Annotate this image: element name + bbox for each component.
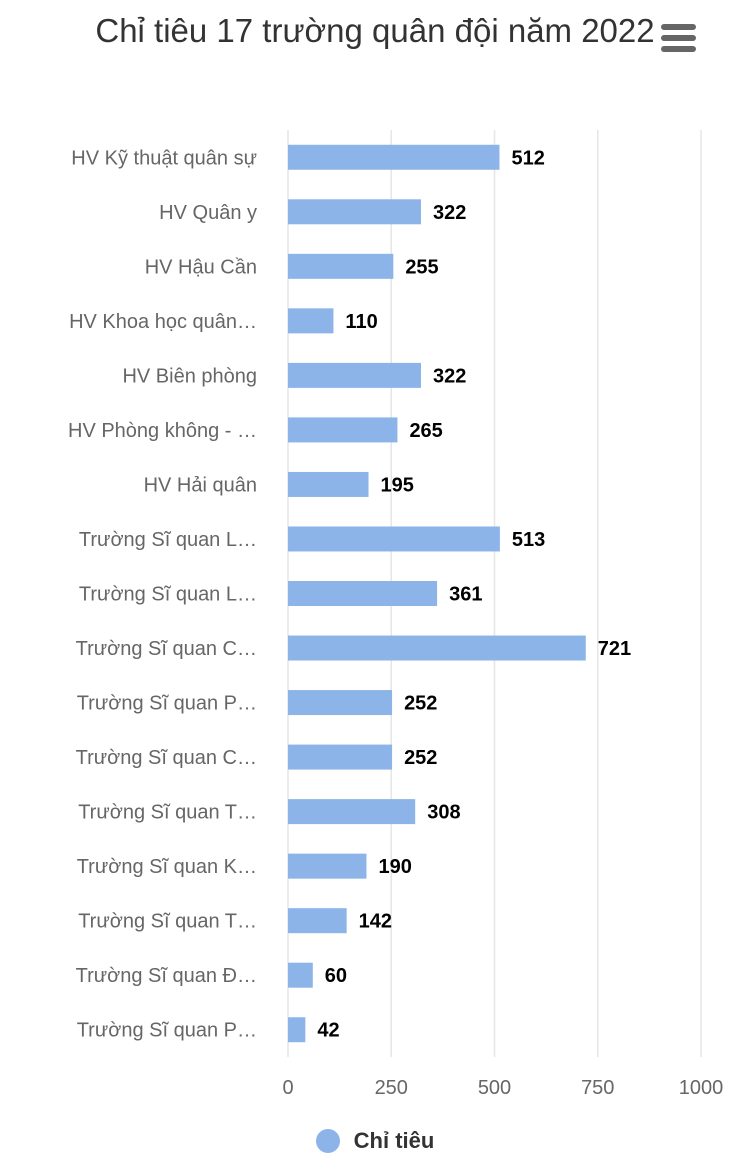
bar <box>288 853 367 879</box>
category-label: HV Quân y <box>159 202 257 224</box>
category-label: Trường Sĩ quan T… <box>78 802 257 824</box>
data-label: 308 <box>427 802 460 824</box>
bar-chart: 0 250 500 750 1000 HV Kỹ thuật quân sự 512 HV Q… <box>68 130 724 1099</box>
x-tick-label: 0 <box>282 1077 293 1099</box>
category-label: HV Phòng không - … <box>68 420 257 442</box>
bar <box>288 362 421 388</box>
data-label: 60 <box>325 965 347 987</box>
data-label: 512 <box>511 147 544 169</box>
bar <box>288 1017 306 1043</box>
category-label: HV Khoa học quân… <box>69 311 257 333</box>
bar <box>288 581 438 606</box>
data-label: 322 <box>433 365 466 387</box>
bar <box>288 962 313 988</box>
category-label: Trường Sĩ quan L… <box>79 529 257 551</box>
data-label: 190 <box>378 856 411 878</box>
category-label: Trường Sĩ quan Đ… <box>76 965 257 987</box>
bar <box>288 690 393 716</box>
bar <box>288 908 347 934</box>
bar <box>288 199 421 225</box>
x-tick-label: 1000 <box>679 1077 724 1099</box>
legend-marker-icon <box>315 1129 340 1153</box>
data-label: 110 <box>345 311 377 333</box>
data-label: 42 <box>317 1020 339 1042</box>
data-label: 721 <box>598 638 631 660</box>
bar <box>288 635 586 661</box>
category-label: Trường Sĩ quan K… <box>77 856 257 878</box>
legend-label: Chỉ tiêu <box>353 1128 435 1153</box>
data-label: 252 <box>404 693 437 715</box>
bar <box>288 417 398 443</box>
category-label: Trường Sĩ quan P… <box>77 693 257 715</box>
bar <box>288 526 500 552</box>
hamburger-menu-icon[interactable] <box>656 18 702 58</box>
data-label: 361 <box>449 584 482 606</box>
data-label: 255 <box>405 256 438 278</box>
category-label: HV Biên phòng <box>122 365 257 387</box>
bar <box>288 744 393 770</box>
data-label: 513 <box>512 529 545 551</box>
x-tick-label: 750 <box>581 1077 614 1099</box>
bar <box>288 471 369 497</box>
data-label: 142 <box>359 911 392 933</box>
legend-item[interactable]: Chỉ tiêu <box>315 1128 435 1154</box>
menu-bar-line <box>661 35 696 41</box>
x-tick-label: 500 <box>478 1077 511 1099</box>
category-label: HV Hải quân <box>144 474 257 496</box>
category-label: Trường Sĩ quan T… <box>78 911 257 933</box>
bar <box>288 308 334 334</box>
menu-bar-line <box>661 24 696 30</box>
category-label: HV Kỹ thuật quân sự <box>71 147 257 169</box>
data-label: 322 <box>433 202 466 224</box>
bar <box>288 144 500 170</box>
data-label: 252 <box>404 747 437 769</box>
legend: Chỉ tiêu <box>0 1128 750 1158</box>
bar <box>288 253 394 279</box>
bar <box>288 799 416 825</box>
category-label: Trường Sĩ quan L… <box>79 584 257 606</box>
data-label: 195 <box>381 474 414 496</box>
category-label: Trường Sĩ quan C… <box>76 638 257 660</box>
menu-bar-line <box>661 46 696 52</box>
category-label: HV Hậu Cần <box>145 256 257 278</box>
data-label: 265 <box>409 420 442 442</box>
chart-title: Chỉ tiêu 17 trường quân đội năm 2022 <box>95 12 655 49</box>
x-tick-label: 250 <box>375 1077 408 1099</box>
category-label: Trường Sĩ quan P… <box>77 1020 257 1042</box>
category-label: Trường Sĩ quan C… <box>76 747 257 769</box>
